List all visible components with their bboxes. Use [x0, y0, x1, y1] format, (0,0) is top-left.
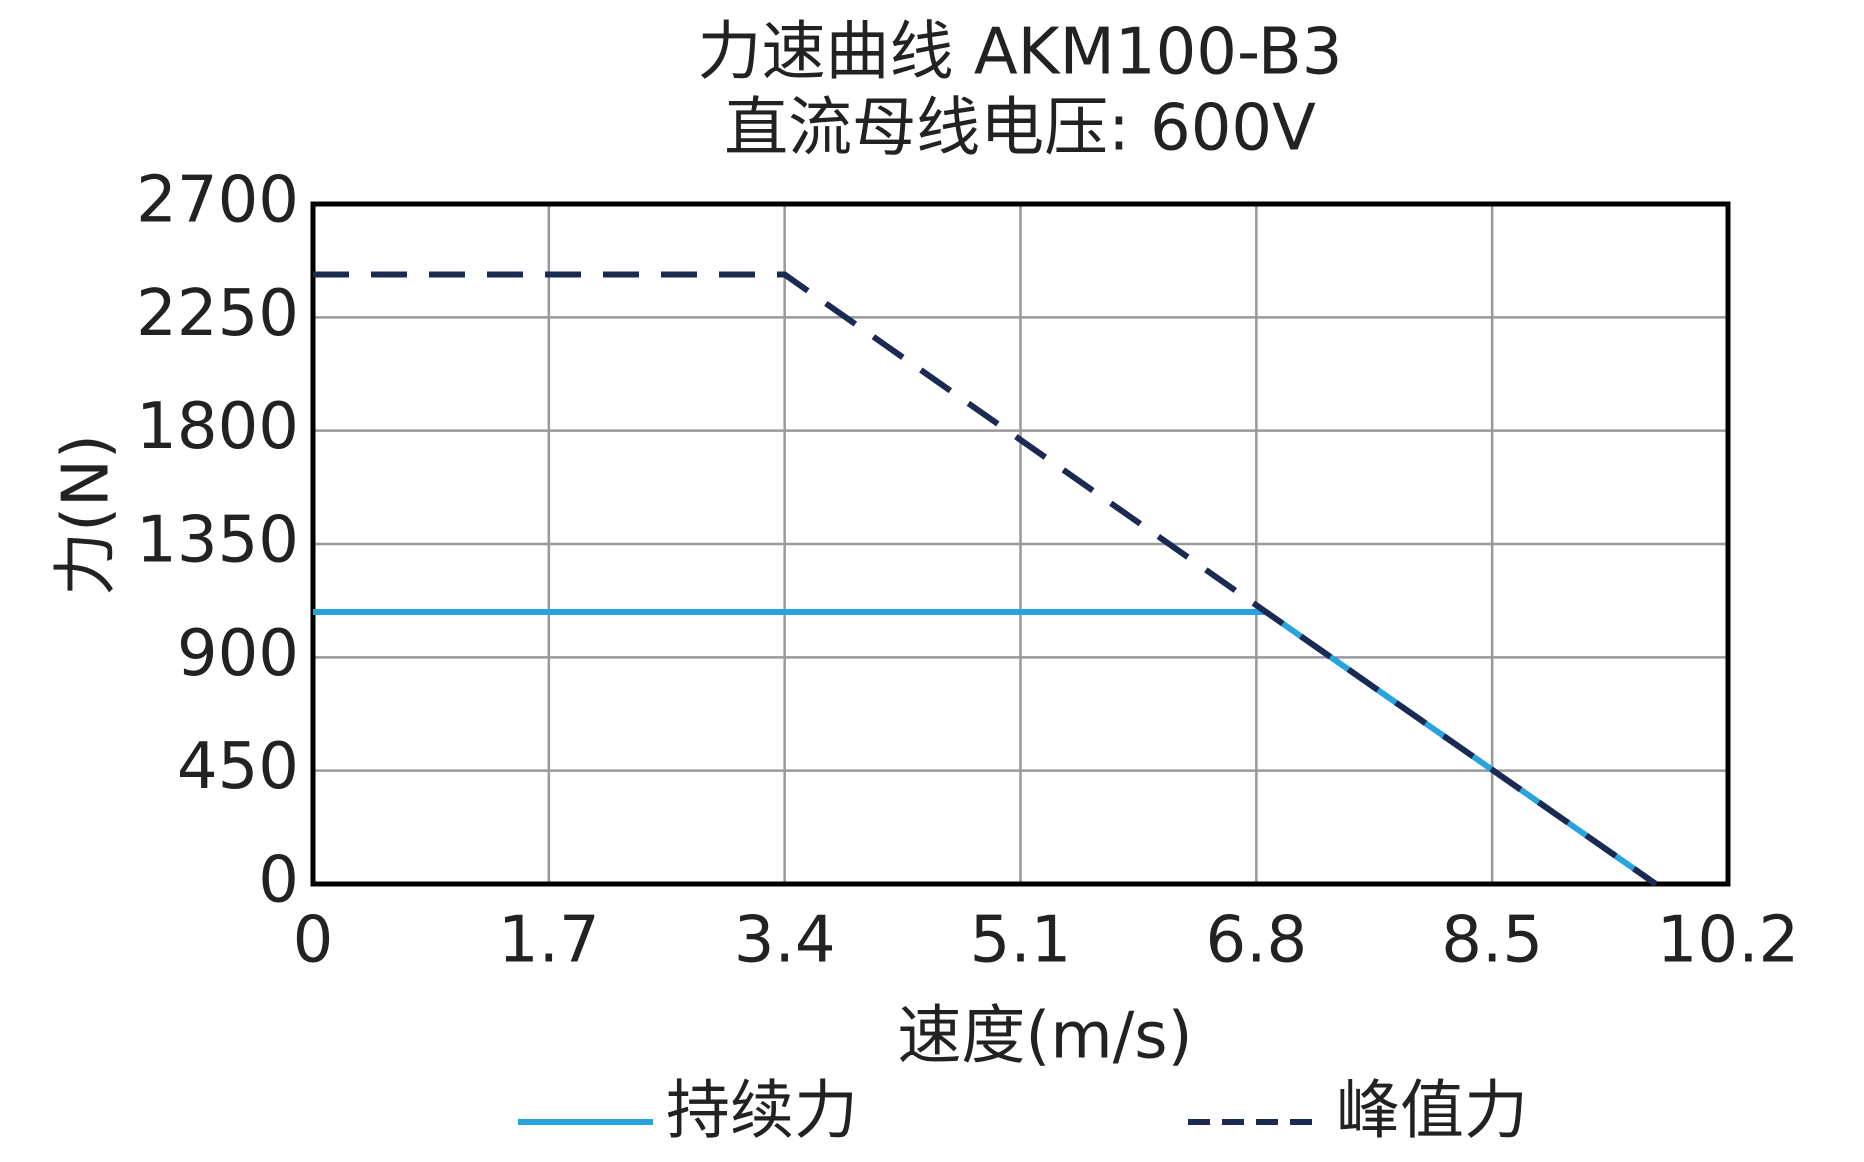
x-tick-label: 1.7 [498, 904, 600, 978]
y-tick-label: 1800 [136, 390, 299, 464]
y-tick-label: 1350 [136, 504, 299, 578]
y-tick-label: 2250 [136, 277, 299, 351]
x-tick-label: 5.1 [970, 904, 1072, 978]
y-tick-label: 0 [258, 844, 299, 918]
legend-label: 持续力 [666, 1075, 858, 1149]
x-tick-label: 8.5 [1441, 904, 1543, 978]
x-tick-label: 3.4 [734, 904, 836, 978]
x-tick-label: 6.8 [1205, 904, 1307, 978]
y-tick-label: 450 [177, 730, 299, 804]
x-tick-label: 0 [293, 904, 334, 978]
y-tick-label: 900 [177, 617, 299, 691]
y-axis-label: 力(N) [50, 434, 124, 596]
y-tick-label: 2700 [136, 164, 299, 238]
series-line [313, 609, 1658, 887]
x-axis-label: 速度(m/s) [897, 1000, 1192, 1074]
legend-label: 峰值力 [1336, 1075, 1528, 1149]
chart-subtitle: 直流母线电压: 600V [724, 92, 1316, 166]
chart-title: 力速曲线 AKM100-B3 [698, 16, 1343, 90]
x-tick-label: 10.2 [1657, 904, 1800, 978]
plot-frame [310, 201, 1731, 887]
series-line [313, 271, 1658, 887]
